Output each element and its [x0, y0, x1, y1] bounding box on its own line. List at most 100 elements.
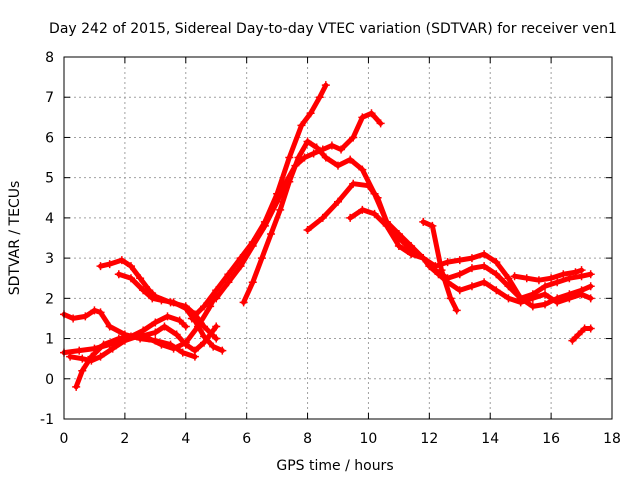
data-point — [455, 256, 464, 265]
data-point — [370, 209, 379, 218]
data-point — [367, 109, 376, 118]
data-point — [349, 179, 358, 188]
data-point — [273, 197, 282, 206]
data-point — [96, 262, 105, 271]
series-track-14 — [568, 324, 595, 345]
data-point — [480, 250, 489, 259]
data-point — [334, 161, 342, 170]
data-point — [151, 328, 160, 337]
data-point — [407, 242, 416, 251]
y-tick-label: 2 — [45, 291, 54, 307]
data-point — [364, 181, 373, 190]
data-point — [315, 93, 324, 102]
data-point — [303, 225, 312, 234]
data-point — [425, 262, 434, 271]
data-point — [148, 294, 157, 303]
data-point — [306, 109, 315, 118]
series-track-13 — [510, 266, 586, 285]
data-point — [334, 197, 342, 206]
data-point — [200, 332, 209, 341]
data-point — [78, 354, 87, 363]
data-point — [541, 300, 550, 309]
data-point — [492, 270, 501, 279]
data-point — [200, 322, 209, 331]
x-tick-label: 16 — [542, 431, 560, 447]
data-point — [139, 326, 148, 335]
data-point — [492, 258, 501, 267]
data-point — [72, 382, 81, 391]
data-point — [145, 334, 154, 343]
data-point — [565, 294, 574, 303]
data-point — [175, 316, 184, 325]
data-point — [212, 294, 221, 303]
data-point — [586, 270, 595, 279]
series-track-10 — [303, 179, 595, 303]
data-point — [309, 149, 318, 158]
x-tick-label: 14 — [481, 431, 499, 447]
data-point — [66, 352, 75, 361]
data-point — [139, 286, 148, 295]
x-tick-label: 2 — [120, 431, 129, 447]
series-track-4 — [72, 312, 190, 391]
data-point — [136, 274, 145, 283]
data-point — [419, 254, 428, 263]
y-tick-label: 1 — [45, 332, 54, 348]
data-point — [510, 272, 519, 281]
data-point — [528, 294, 537, 303]
data-point — [190, 346, 199, 355]
data-point — [541, 282, 550, 291]
data-point — [224, 278, 233, 287]
data-point — [169, 344, 178, 353]
series-trace — [347, 207, 594, 305]
data-point — [346, 213, 355, 222]
data-point — [114, 334, 123, 343]
data-point — [187, 314, 196, 323]
data-point — [586, 282, 595, 291]
data-point — [126, 332, 135, 341]
data-point — [373, 193, 382, 202]
series-trace — [241, 139, 594, 309]
data-point — [534, 276, 543, 285]
data-point — [81, 312, 90, 321]
data-point — [541, 290, 550, 299]
data-point — [571, 268, 580, 277]
data-point — [297, 121, 306, 130]
data-point — [346, 155, 355, 164]
data-point — [224, 270, 233, 279]
y-tick-label: 7 — [45, 90, 54, 106]
data-point — [178, 348, 187, 357]
data-point — [157, 296, 166, 305]
data-point — [577, 290, 586, 299]
data-point — [239, 298, 248, 307]
data-point — [209, 342, 218, 351]
data-point — [87, 352, 96, 361]
y-tick-label: 6 — [45, 130, 54, 146]
data-point — [428, 221, 437, 230]
data-point — [69, 314, 78, 323]
data-point — [376, 119, 385, 128]
data-point — [553, 278, 562, 287]
data-point — [452, 306, 461, 315]
data-point — [163, 312, 172, 321]
data-point — [312, 143, 321, 152]
data-point — [419, 217, 428, 226]
data-point — [574, 330, 583, 339]
data-point — [248, 242, 257, 251]
data-point — [114, 270, 123, 279]
data-point — [218, 346, 227, 355]
series-track-8 — [212, 109, 385, 303]
data-point — [437, 266, 446, 275]
data-point — [157, 340, 166, 349]
plot-frame — [63, 56, 613, 420]
data-point — [236, 262, 245, 271]
data-point — [504, 282, 513, 291]
data-point — [99, 340, 108, 349]
data-point — [559, 270, 568, 279]
data-point — [294, 153, 303, 162]
data-point — [455, 270, 464, 279]
data-point — [212, 334, 221, 343]
data-point — [212, 286, 221, 295]
data-point — [467, 282, 476, 291]
